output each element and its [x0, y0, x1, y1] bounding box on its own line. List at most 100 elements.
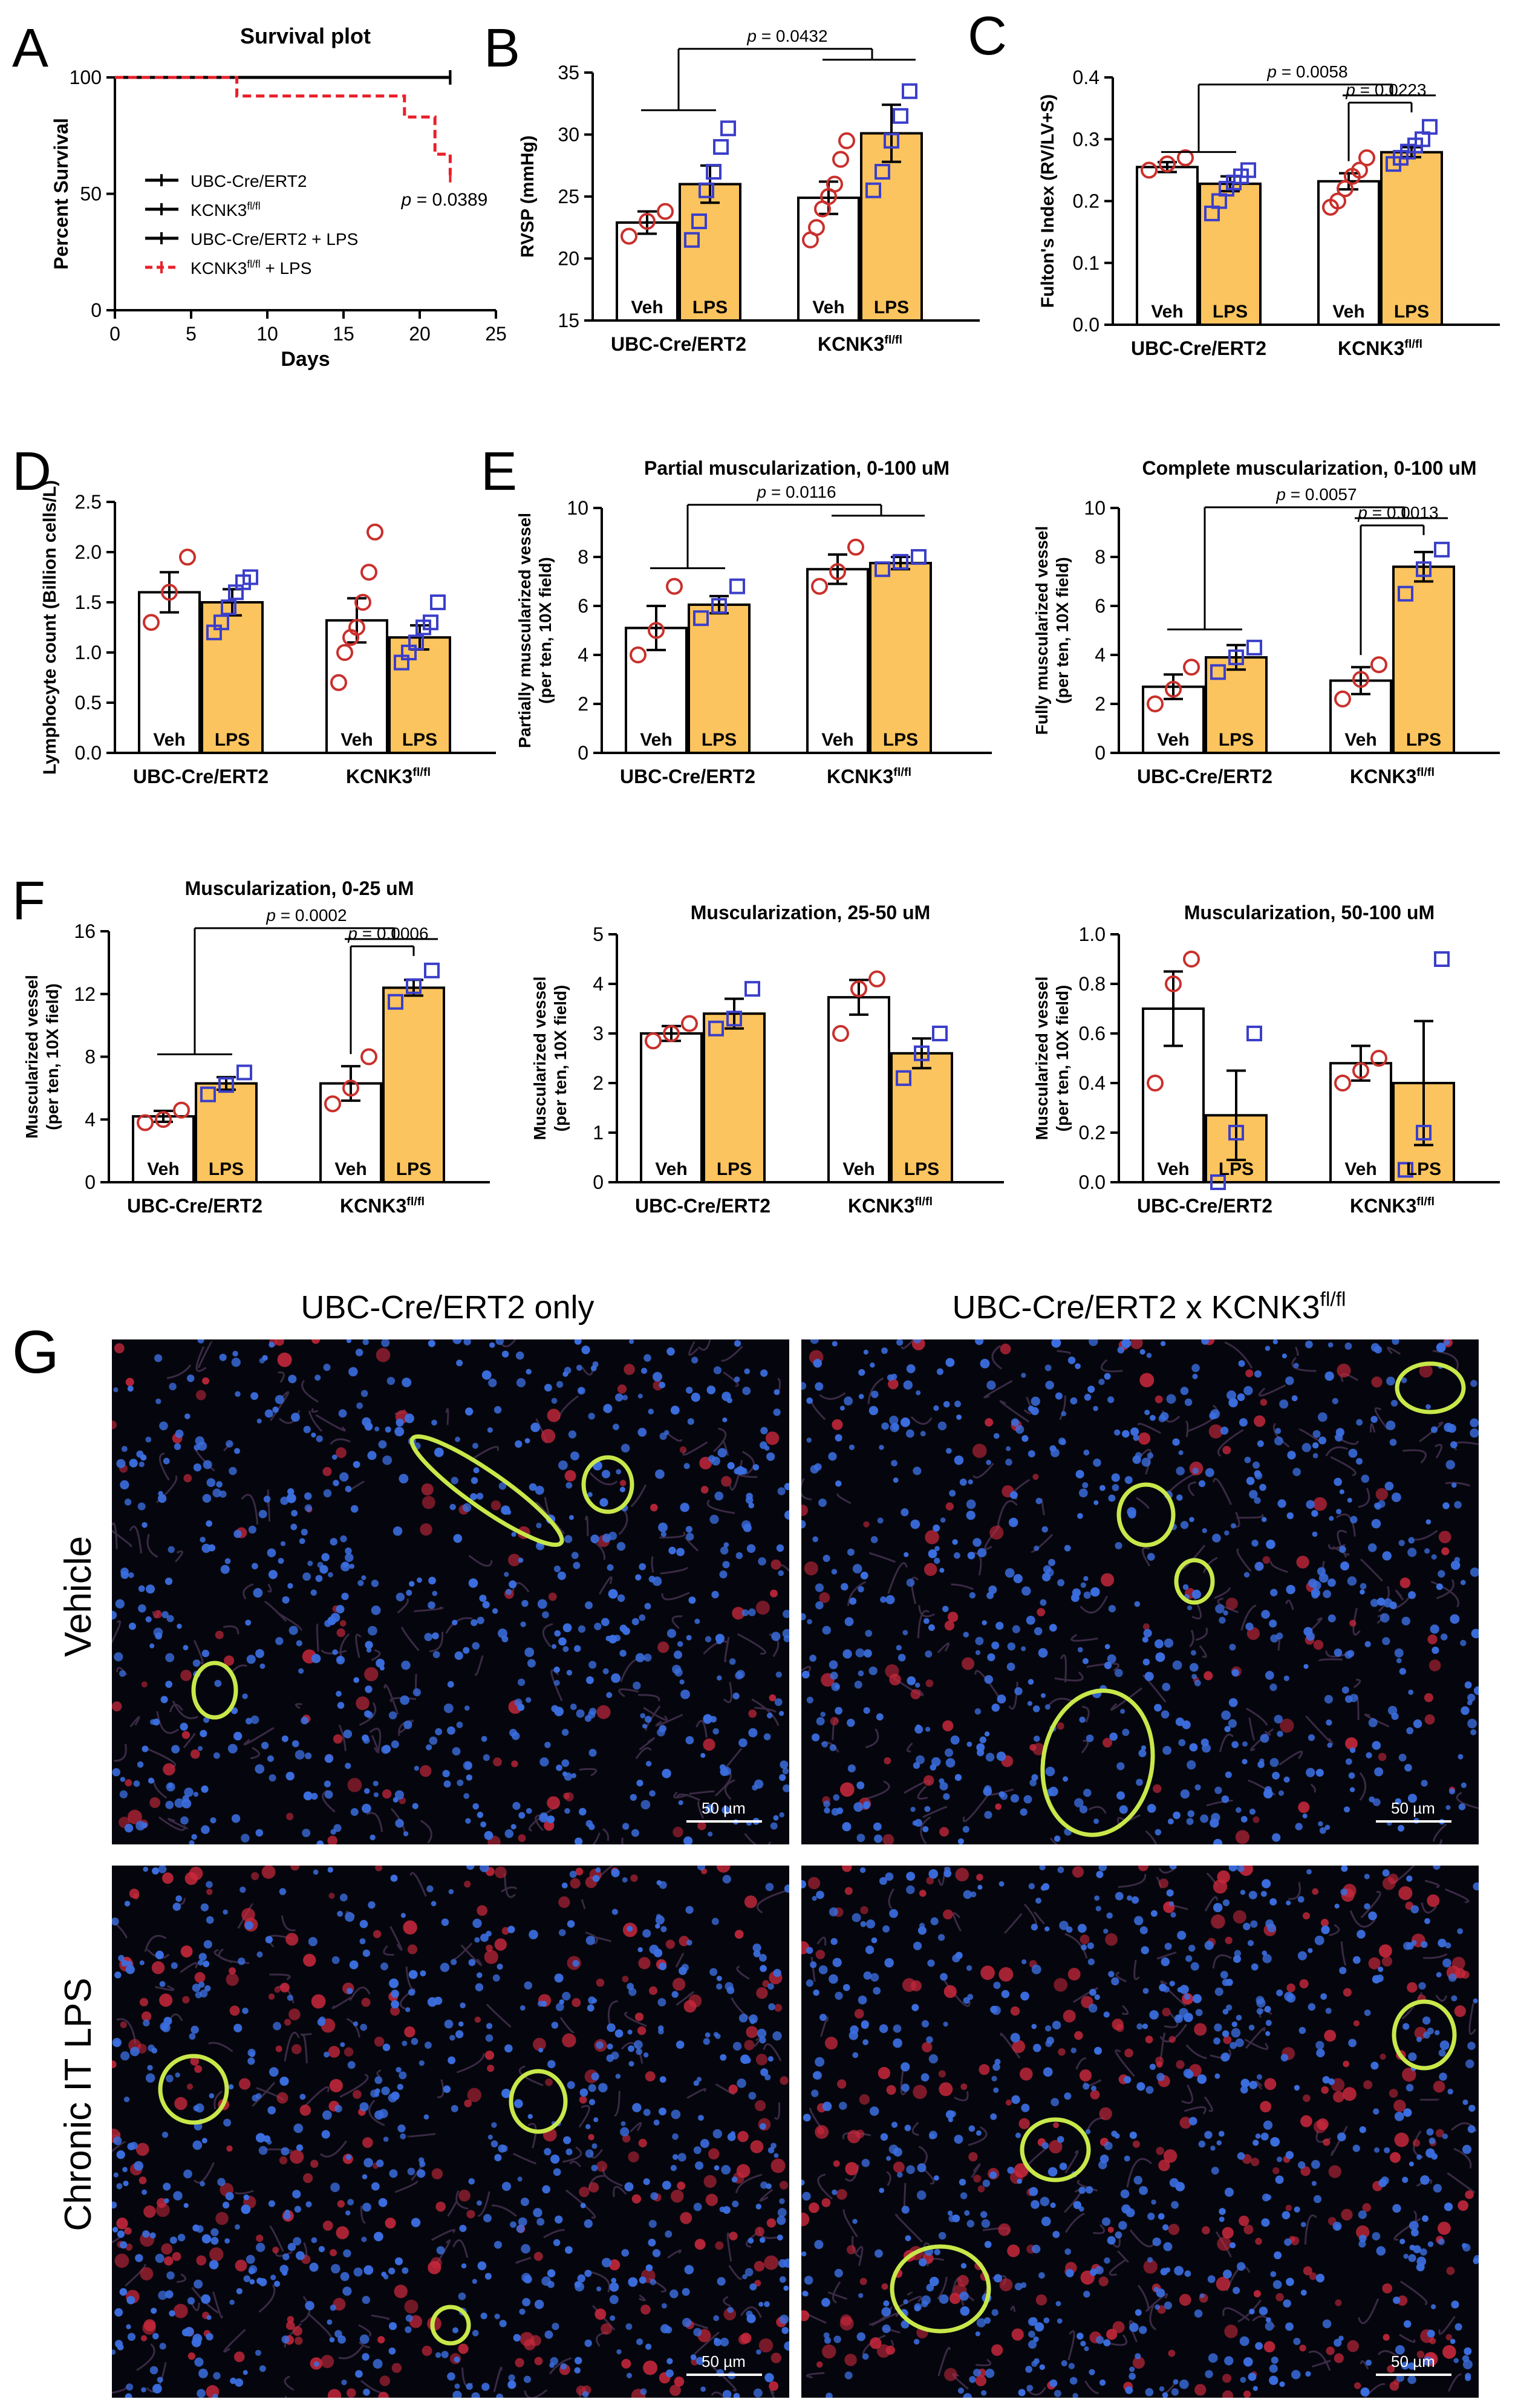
- nucleus: [1231, 2028, 1241, 2038]
- nucleus: [645, 2343, 652, 2350]
- nucleus: [1218, 2130, 1225, 2137]
- bar-label: LPS: [1219, 1159, 1254, 1179]
- nucleus: [1031, 2200, 1040, 2209]
- red-cell: [1251, 2158, 1260, 2167]
- nucleus: [624, 2182, 634, 2192]
- red-cell: [579, 2187, 590, 2198]
- red-cell: [594, 2308, 607, 2320]
- nucleus: [907, 1676, 916, 1685]
- nucleus: [526, 1368, 532, 1375]
- nucleus: [975, 1636, 984, 1645]
- nucleus: [1116, 1762, 1125, 1771]
- nucleus: [863, 1707, 870, 1714]
- tissue-strand: [445, 1617, 473, 1634]
- nucleus: [338, 1409, 347, 1418]
- nucleus: [737, 2078, 746, 2088]
- legend-entry: KCNK3fl/fl: [191, 200, 261, 220]
- nucleus: [236, 2288, 243, 2294]
- red-cell: [533, 2251, 543, 2261]
- nucleus: [442, 1769, 450, 1778]
- nucleus: [1194, 1679, 1201, 1687]
- nucleus: [639, 1614, 646, 1621]
- data-point: [832, 1025, 849, 1042]
- red-cell: [1317, 2118, 1329, 2130]
- nucleus: [246, 2254, 255, 2264]
- nucleus: [1136, 1778, 1143, 1786]
- nucleus: [397, 2124, 406, 2133]
- tissue-strand: [1360, 2360, 1369, 2370]
- nucleus: [1407, 1794, 1417, 1803]
- nucleus: [1236, 1807, 1242, 1813]
- bar-label: Veh: [153, 730, 185, 750]
- nucleus: [986, 1380, 996, 1390]
- red-cell: [327, 2389, 342, 2398]
- nucleus: [1283, 1776, 1290, 1783]
- red-cell: [547, 1796, 561, 1810]
- y-axis-label-line2: (per ten, 10X field): [1053, 985, 1072, 1132]
- red-cell: [435, 2201, 446, 2212]
- nucleus: [1164, 1638, 1174, 1648]
- nucleus: [1012, 1625, 1020, 1633]
- data-point: [423, 614, 438, 631]
- nucleus: [585, 2149, 594, 2158]
- nucleus: [317, 2018, 325, 2026]
- nucleus: [491, 2122, 497, 2128]
- nucleus: [685, 1736, 694, 1745]
- nucleus: [1093, 1500, 1099, 1505]
- nucleus: [736, 1670, 745, 1679]
- nucleus: [812, 2071, 821, 2080]
- p-value-p: p: [1266, 62, 1281, 81]
- nucleus: [1444, 2202, 1453, 2211]
- nucleus: [683, 1463, 690, 1469]
- nucleus: [390, 1875, 398, 1882]
- nucleus: [778, 1570, 784, 1577]
- red-cell: [854, 2009, 864, 2019]
- nucleus: [1189, 1743, 1198, 1752]
- nucleus: [1066, 2269, 1074, 2277]
- nucleus: [219, 1490, 227, 1498]
- nucleus: [1180, 1789, 1190, 1799]
- bar-lps: [382, 986, 445, 1183]
- tissue-strand: [166, 1364, 192, 1379]
- y-axis-label-line2: (per ten, 10X field): [1053, 557, 1072, 704]
- nucleus: [883, 2300, 890, 2307]
- nucleus: [1221, 1795, 1230, 1803]
- nucleus: [1461, 1706, 1470, 1715]
- nucleus: [1460, 1639, 1467, 1647]
- nucleus: [1448, 1973, 1457, 1982]
- nucleus: [1224, 1726, 1231, 1733]
- nucleus: [155, 2253, 165, 2263]
- nucleus: [452, 1747, 461, 1756]
- red-cell: [1399, 1577, 1411, 1589]
- nucleus: [933, 2175, 939, 2181]
- tissue-strand: [581, 1899, 586, 1910]
- tissue-strand: [1057, 1350, 1071, 1355]
- y-tick-label: 100: [70, 67, 102, 88]
- tissue-strand: [1395, 1589, 1404, 1601]
- red-cell: [484, 1950, 498, 1964]
- nucleus: [746, 1544, 756, 1553]
- nucleus: [1190, 1962, 1199, 1971]
- nucleus: [1372, 2232, 1381, 2240]
- nucleus: [209, 2260, 219, 2270]
- red-cell: [1303, 2266, 1312, 2276]
- red-cell: [1053, 2122, 1060, 2129]
- red-cell: [1162, 2008, 1171, 2017]
- nucleus: [1265, 2031, 1271, 2036]
- nucleus: [648, 2238, 656, 2247]
- nucleus: [928, 2054, 938, 2064]
- nucleus: [1169, 1980, 1175, 1987]
- red-cell: [1105, 1933, 1118, 1946]
- nucleus: [298, 1668, 304, 1674]
- red-cell: [889, 1673, 901, 1686]
- nucleus: [1064, 1544, 1071, 1552]
- nucleus: [554, 1973, 564, 1983]
- red-cell: [1442, 2345, 1456, 2359]
- y-tick-label: 0.5: [75, 692, 102, 714]
- nucleus: [1161, 1710, 1170, 1719]
- nucleus: [1081, 1944, 1087, 1951]
- nucleus: [986, 1592, 994, 1599]
- data-point: [1329, 192, 1346, 210]
- tissue-strand: [890, 2340, 894, 2346]
- red-cell: [172, 2252, 181, 2261]
